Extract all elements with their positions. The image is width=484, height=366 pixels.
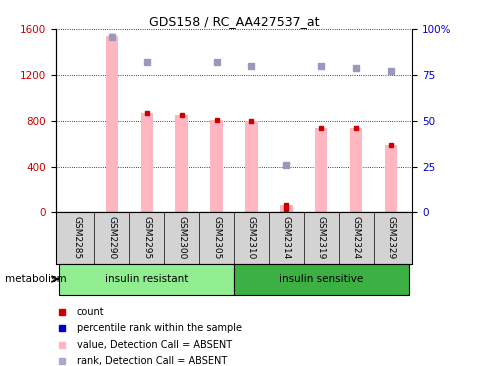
Bar	[210, 120, 222, 212]
Text: GSM2324: GSM2324	[351, 216, 360, 259]
Bar	[280, 205, 292, 212]
Bar	[315, 128, 327, 212]
Text: GSM2300: GSM2300	[177, 216, 186, 259]
Bar	[106, 36, 118, 212]
Text: GSM2285: GSM2285	[72, 216, 81, 259]
Text: insulin resistant: insulin resistant	[105, 274, 188, 284]
Text: GSM2329: GSM2329	[386, 216, 395, 259]
Title: GDS158 / RC_AA427537_at: GDS158 / RC_AA427537_at	[149, 15, 318, 28]
Bar	[234, 264, 408, 295]
Text: GSM2305: GSM2305	[212, 216, 221, 259]
Text: count: count	[76, 307, 104, 317]
Bar	[175, 115, 187, 212]
Bar	[140, 113, 152, 212]
Bar	[384, 145, 396, 212]
Text: GSM2319: GSM2319	[316, 216, 325, 259]
Bar	[59, 264, 234, 295]
Text: GSM2295: GSM2295	[142, 216, 151, 259]
Text: metabolism: metabolism	[5, 274, 66, 284]
Bar	[349, 128, 362, 212]
Text: percentile rank within the sample: percentile rank within the sample	[76, 324, 242, 333]
Text: rank, Detection Call = ABSENT: rank, Detection Call = ABSENT	[76, 356, 227, 366]
Text: GSM2310: GSM2310	[246, 216, 256, 259]
Bar	[245, 121, 257, 212]
Text: insulin sensitive: insulin sensitive	[279, 274, 363, 284]
Text: value, Detection Call = ABSENT: value, Detection Call = ABSENT	[76, 340, 231, 350]
Text: GSM2290: GSM2290	[107, 216, 116, 259]
Text: GSM2314: GSM2314	[281, 216, 290, 259]
